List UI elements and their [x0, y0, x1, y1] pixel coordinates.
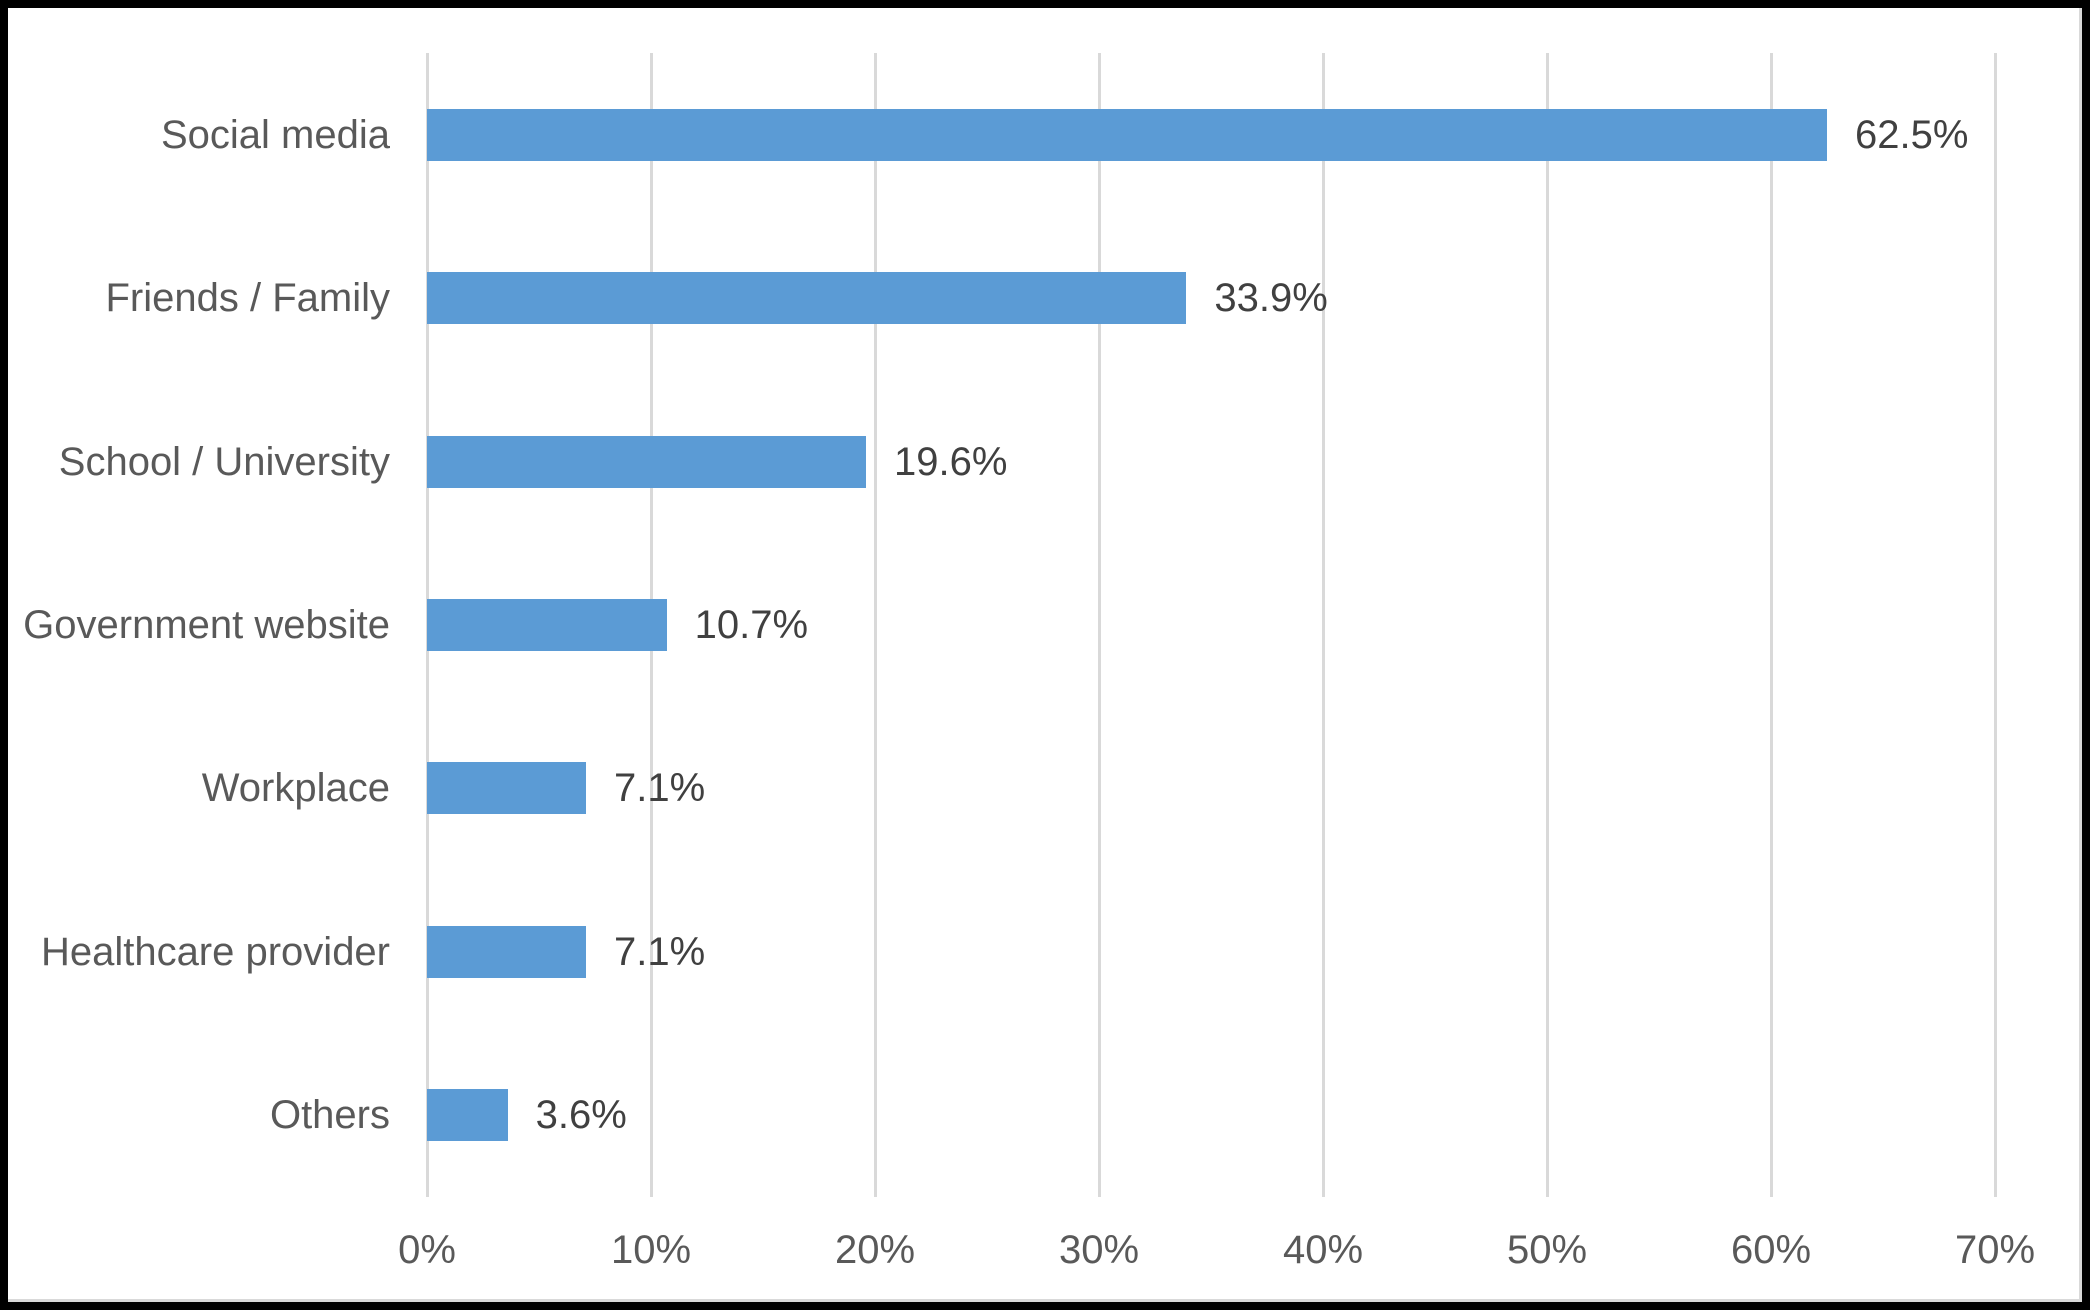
category-label: Social media [160, 112, 390, 157]
bar-school-university [427, 435, 867, 488]
data-label: 10.7% [694, 603, 809, 647]
bar-social-media [427, 108, 1827, 161]
gridline [1321, 53, 1325, 1197]
x-tick-label: 10% [610, 1228, 692, 1272]
gridline [1097, 53, 1101, 1197]
x-tick-label: 50% [1506, 1228, 1588, 1272]
category-label: Healthcare provider [40, 929, 390, 974]
x-tick-label: 30% [1058, 1228, 1140, 1272]
data-label: 7.1% [614, 929, 706, 974]
x-tick-label: 60% [1730, 1228, 1812, 1272]
category-label: Workplace [201, 766, 390, 811]
x-tick-label: 20% [834, 1228, 916, 1272]
gridline [1993, 53, 1997, 1197]
gridline [1769, 53, 1773, 1197]
category-label: Others [269, 1093, 390, 1138]
gridline [873, 53, 877, 1197]
x-tick-label: 40% [1282, 1228, 1364, 1272]
x-tick-label: 70% [1954, 1228, 2036, 1272]
data-label: 62.5% [1855, 112, 1969, 157]
category-label: Friends / Family [105, 276, 391, 321]
x-tick-label: 0% [398, 1228, 456, 1272]
category-label: School / University [58, 439, 390, 484]
category-label: Government website [23, 603, 390, 647]
plot-area: 62.5% 33.9% 19.6% 10.7% 7.1% 7.1% 3.6% [425, 53, 1997, 1197]
data-label: 19.6% [894, 439, 1008, 484]
bar-healthcare-provider [427, 925, 587, 978]
bar-others [427, 1089, 508, 1142]
data-label: 3.6% [535, 1093, 627, 1138]
bar-friends-family [427, 272, 1187, 325]
data-label: 33.9% [1214, 276, 1328, 321]
gridline [1545, 53, 1549, 1197]
bar-workplace [427, 762, 587, 815]
data-label: 7.1% [614, 766, 706, 811]
bar-government-website [427, 599, 667, 651]
